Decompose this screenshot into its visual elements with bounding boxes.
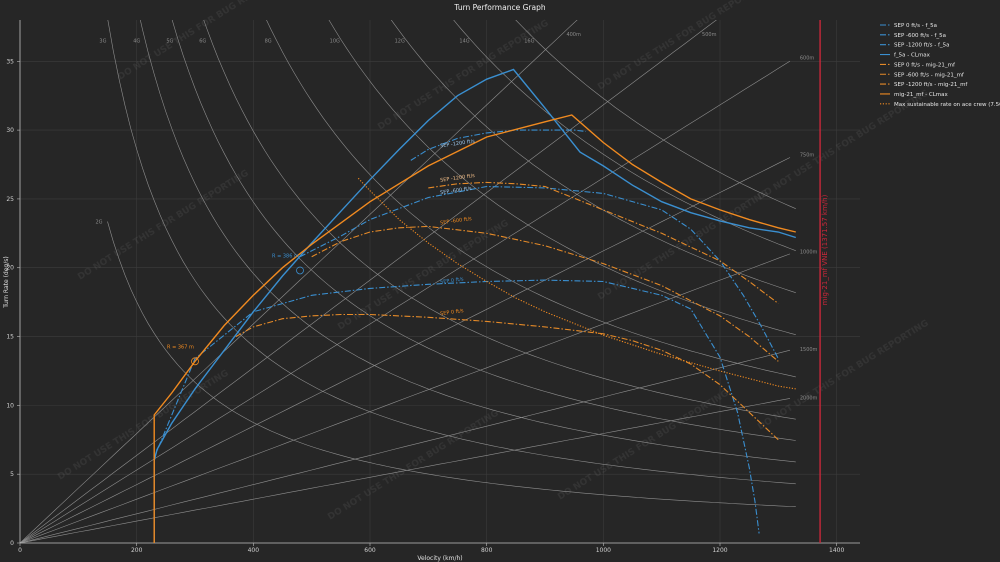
x-tick-label: 0 <box>18 547 22 554</box>
sep-annotation: SEP 0 ft/s <box>440 308 465 317</box>
y-tick-label: 20 <box>6 265 14 272</box>
watermark-text: DO NOT USE THIS FOR BUG REPORTING <box>326 408 500 522</box>
x-tick-label: 400 <box>248 547 260 554</box>
radius-label: 750m <box>800 153 815 159</box>
x-tick-label: 1200 <box>712 547 727 554</box>
vne-label: mig-21_mf VNE (1371.57 km/h) <box>821 194 829 305</box>
legend-entry: f_5a - CLmax <box>894 53 931 59</box>
g-load-label: 16G <box>524 39 534 45</box>
radius-label: 600m <box>800 55 815 61</box>
x-tick-label: 200 <box>131 547 143 554</box>
radius-annotation: R = 367 m <box>167 344 194 350</box>
radius-line <box>20 398 791 543</box>
legend-entry: mig-21_mf - CLmax <box>894 92 949 98</box>
g-load-line <box>266 20 796 378</box>
series-line <box>428 181 779 304</box>
g-load-line <box>390 20 796 293</box>
g-load-line <box>515 20 796 209</box>
g-load-line <box>107 20 796 485</box>
chart-title: Turn Performance Graph <box>453 3 545 12</box>
y-tick-label: 0 <box>10 540 14 547</box>
g-load-label: 5G <box>166 39 173 45</box>
y-tick-label: 15 <box>6 334 14 341</box>
g-load-label: 2G <box>96 220 103 226</box>
watermark-text: DO NOT USE THIS FOR BUG REPORTING <box>596 188 770 302</box>
series-line <box>311 225 779 362</box>
series-line <box>410 129 586 161</box>
series-line <box>153 114 796 543</box>
g-load-label: 6G <box>199 39 206 45</box>
x-tick-label: 1000 <box>596 547 611 554</box>
sep-annotation: SEP -1200 ft/s <box>440 138 476 149</box>
series-line <box>153 279 760 534</box>
legend-entry: SEP -1200 ft/s - f_5a <box>894 43 950 49</box>
y-axis-label: Turn Rate (deg/s) <box>3 256 10 308</box>
g-load-line <box>140 20 796 463</box>
corner-speed-marker <box>191 357 199 366</box>
x-axis-label: Velocity (km/h) <box>417 555 462 562</box>
radius-line <box>20 60 791 543</box>
radius-lines <box>20 20 791 543</box>
x-tick-label: 600 <box>364 547 376 554</box>
g-load-lines <box>107 20 796 507</box>
sep-annotation: SEP -1200 ft/s <box>440 173 476 184</box>
g-load-line <box>453 20 796 251</box>
y-tick-label: 5 <box>10 471 14 478</box>
y-tick-label: 25 <box>6 196 14 203</box>
watermark-text: DO NOT USE THIS FOR BUG REPORTING <box>336 218 510 332</box>
watermark-text: DO NOT USE THIS FOR BUG REPORTING <box>756 318 930 432</box>
series-line <box>357 177 796 390</box>
radius-line <box>20 157 791 543</box>
g-load-label: 14G <box>459 39 469 45</box>
watermark-text: DO NOT USE THIS FOR BUG REPORTING <box>596 0 770 93</box>
radius-line <box>20 349 791 543</box>
g-load-label: 4G <box>133 39 140 45</box>
g-load-line <box>328 20 796 335</box>
radius-line <box>20 20 578 543</box>
legend-entry: Max sustainable rate on ace crew (7.5G) <box>894 102 1000 108</box>
legend-entry: SEP 0 ft/s - f_5a <box>894 23 937 29</box>
g-load-line <box>203 20 796 420</box>
sep-annotation: SEP 0 ft/s <box>440 276 465 285</box>
corner-speed-marker <box>296 266 304 275</box>
y-tick-label: 35 <box>6 58 14 65</box>
g-load-label: 12G <box>395 39 405 45</box>
g-load-label: 8G <box>265 39 272 45</box>
sep-annotation: SEP -600 ft/s <box>440 186 473 196</box>
series-line <box>153 68 797 543</box>
legend-entry: SEP -600 ft/s - mig-21_mf <box>894 72 965 78</box>
legend-entry: SEP -600 ft/s - f_5a <box>894 33 946 39</box>
series-line <box>299 185 779 359</box>
legend-entry: SEP 0 ft/s - mig-21_mf <box>894 62 956 68</box>
x-tick-label: 1400 <box>829 547 844 554</box>
radius-label: 1500m <box>800 347 818 353</box>
g-load-line <box>107 221 796 507</box>
series-group <box>153 68 797 543</box>
sep-annotation: SEP -600 ft/s <box>440 216 473 226</box>
x-tick-label: 800 <box>481 547 493 554</box>
legend-entry: SEP -1200 ft/s - mig-21_mf <box>894 82 968 88</box>
radius-label: 400m <box>566 32 581 38</box>
y-tick-label: 30 <box>6 127 14 134</box>
g-load-line <box>171 20 796 441</box>
radius-label: 1000m <box>800 250 818 256</box>
radius-line <box>20 20 717 543</box>
radius-label: 2000m <box>800 395 818 401</box>
radius-label: 500m <box>702 32 717 38</box>
radius-annotation: R = 386 m <box>272 253 299 259</box>
series-line <box>235 313 779 441</box>
radius-line <box>20 253 791 543</box>
legend: SEP 0 ft/s - f_5a SEP -600 ft/s - f_5a SEP… <box>880 23 1000 108</box>
g-load-label: 10G <box>330 39 340 45</box>
y-tick-label: 10 <box>6 402 14 409</box>
g-load-label: 3G <box>99 39 106 45</box>
